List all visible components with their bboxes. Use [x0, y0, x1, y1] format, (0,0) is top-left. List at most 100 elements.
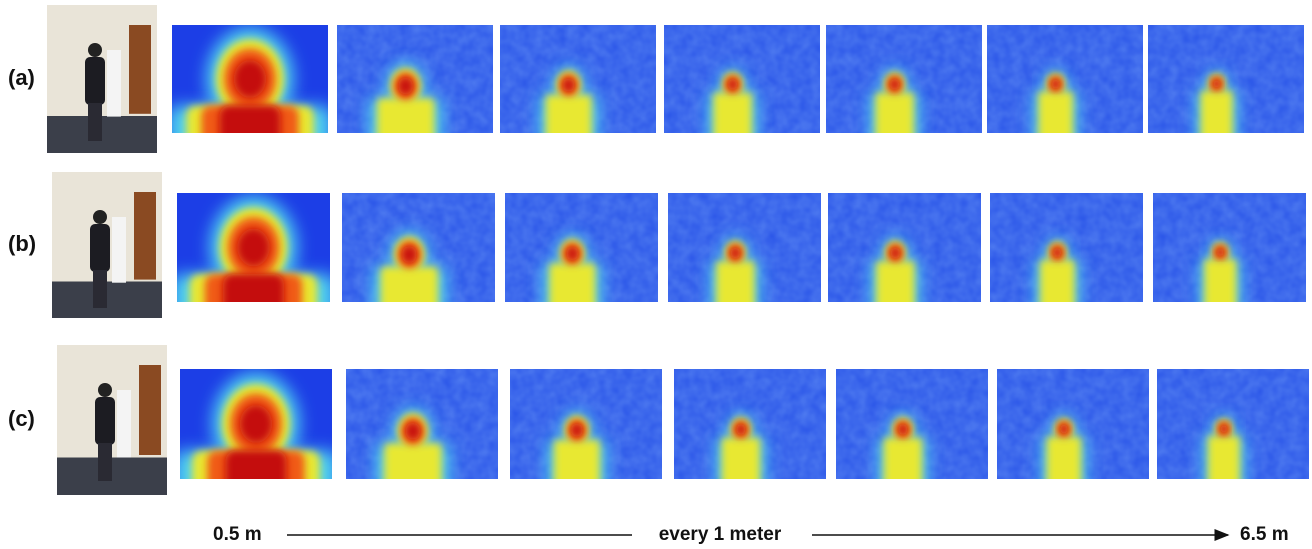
heat-body: [180, 372, 332, 479]
photo-door: [134, 192, 156, 280]
heat-torso: [876, 260, 915, 302]
heat-torso: [721, 437, 761, 479]
heat-body: [172, 27, 328, 133]
photo: [57, 345, 167, 495]
heat-torso: [1046, 436, 1082, 479]
heat-head: [239, 405, 273, 443]
heat-torso: [713, 92, 752, 133]
heatmap: [180, 369, 332, 479]
heat-body: [1199, 239, 1241, 302]
heatmap: [1157, 369, 1309, 479]
heat-body: [375, 408, 450, 479]
interval-label: every 1 meter: [659, 524, 782, 545]
photo-legs: [88, 103, 102, 141]
heat-body: [1196, 71, 1238, 133]
photo-body: [95, 397, 115, 445]
photo-head: [88, 43, 102, 57]
heatmap: [172, 25, 328, 133]
heat-head: [1219, 424, 1228, 434]
heat-body: [372, 231, 447, 302]
heatmap: [337, 25, 493, 133]
heatmap: [510, 369, 662, 479]
heat-torso: [223, 274, 284, 302]
photo-legs: [98, 443, 112, 481]
heat-body: [539, 66, 599, 133]
heat-head: [237, 228, 270, 267]
heat-torso: [384, 443, 442, 479]
photo-head: [93, 210, 107, 224]
heat-body: [368, 62, 443, 133]
heat-head: [571, 423, 583, 437]
photo-legs: [93, 270, 107, 308]
heat-head: [562, 78, 575, 92]
heat-head: [233, 60, 267, 98]
heat-head: [566, 246, 579, 261]
photo: [47, 5, 157, 153]
heat-torso: [716, 260, 755, 302]
row-label: (a): [8, 65, 35, 90]
heatmap: [990, 193, 1143, 302]
heat-torso: [376, 97, 435, 133]
heat-body: [710, 237, 760, 302]
photo-door: [129, 25, 151, 114]
heat-body: [1041, 415, 1087, 479]
heat-torso: [883, 437, 923, 479]
heatmap: [828, 193, 981, 302]
heat-body: [878, 414, 928, 479]
heat-head: [398, 77, 413, 95]
heat-head: [898, 423, 908, 436]
heatmap: [668, 193, 821, 302]
row-label: (c): [8, 406, 35, 431]
heatmap: [1153, 193, 1306, 302]
heat-body: [1203, 416, 1245, 479]
photo-cabinet: [112, 217, 126, 283]
heat-body: [870, 69, 920, 133]
heat-body: [177, 196, 330, 302]
end-distance: 6.5 m: [1240, 524, 1289, 545]
heat-torso: [1204, 259, 1237, 302]
heatmap: [505, 193, 658, 302]
heat-body: [708, 69, 758, 133]
heatmap: [987, 25, 1143, 133]
photo: [52, 172, 162, 318]
heatmap: [836, 369, 988, 479]
heat-head: [405, 422, 421, 440]
row-label: (b): [8, 231, 36, 256]
heat-head: [730, 247, 741, 259]
heat-torso: [1040, 259, 1075, 302]
heat-torso: [1038, 91, 1073, 133]
heat-head: [1059, 424, 1069, 435]
heat-torso: [553, 439, 600, 479]
heatmap: [664, 25, 820, 133]
photo-cabinet: [117, 390, 131, 458]
heat-head: [890, 247, 901, 259]
heat-head: [889, 78, 900, 91]
start-distance: 0.5 m: [213, 524, 262, 545]
photo-body: [85, 57, 105, 105]
heatmap: [997, 369, 1149, 479]
heatmap: [342, 193, 495, 302]
heatmap: [177, 193, 330, 302]
heat-torso: [380, 266, 439, 302]
heat-head: [1052, 247, 1062, 258]
heat-torso: [875, 92, 914, 133]
heat-body: [542, 235, 602, 302]
heat-head: [727, 78, 738, 91]
heat-head: [1216, 247, 1225, 258]
heat-torso: [219, 105, 281, 133]
heat-torso: [1207, 435, 1240, 479]
heatmap: [346, 369, 498, 479]
photo-body: [90, 224, 110, 272]
heatmap: [1148, 25, 1304, 133]
heat-head: [1051, 78, 1061, 90]
photo-head: [98, 383, 112, 397]
heatmap: [500, 25, 656, 133]
heat-torso: [1200, 90, 1233, 133]
heat-head: [1212, 79, 1221, 89]
heat-head: [402, 246, 417, 264]
heat-torso: [225, 450, 287, 479]
heat-body: [1033, 70, 1078, 133]
heat-body: [716, 414, 766, 479]
heat-body: [870, 237, 920, 302]
